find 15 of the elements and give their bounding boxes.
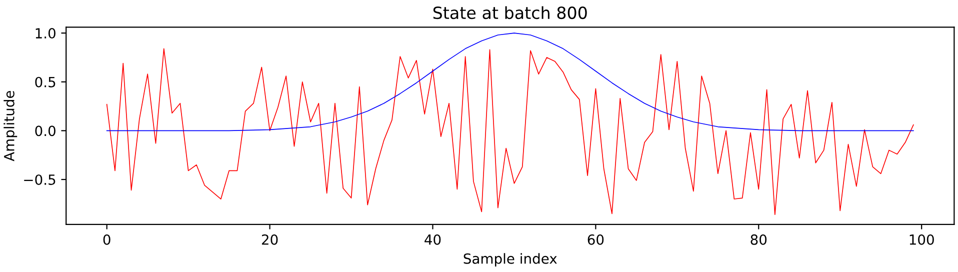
line-series [106,48,914,216]
y-tick-label: 0.0 [35,126,56,136]
line-series [106,32,914,132]
y-tick-label: −0.5 [24,174,56,185]
x-tick-label: 40 [424,234,441,245]
x-tick-label: 80 [750,234,767,245]
x-tick-label: 60 [588,234,604,245]
x-tick-label: 20 [262,234,278,245]
y-tick-label: 0.5 [35,76,56,88]
x-tick-label: 0 [103,234,110,245]
y-axis-title: Amplitude [4,90,18,162]
y-tick-label: 1.0 [36,28,56,39]
x-axis-title: Sample index [464,253,557,267]
x-tick-label: 100 [910,234,934,245]
chart-title: State at batch 800 [433,6,587,20]
